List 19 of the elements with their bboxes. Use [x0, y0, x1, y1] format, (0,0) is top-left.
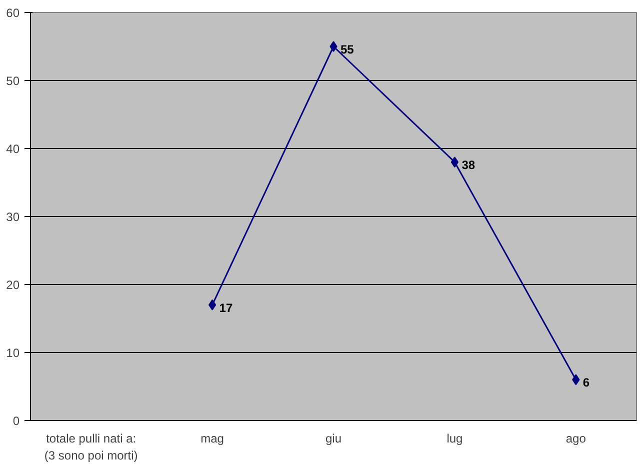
x-tick-label: lug	[446, 432, 463, 446]
point	[330, 41, 338, 52]
x-tick-label: ago	[566, 432, 586, 446]
y-tick-label: 10	[6, 346, 20, 360]
point	[208, 299, 216, 310]
y-tick-label: 60	[6, 6, 20, 20]
x-tick-label: totale pulli nati a: (3 sono poi morti)	[44, 432, 138, 462]
y-tick-label: 30	[6, 210, 20, 224]
x-tick-label: mag	[200, 432, 224, 446]
y-tick-label: 40	[6, 142, 20, 156]
point	[450, 156, 459, 168]
y-tick-label: 20	[6, 278, 20, 292]
data-label: 55	[340, 42, 354, 56]
y-tick-label: 0	[12, 414, 20, 428]
data-label: 38	[462, 158, 476, 172]
y-tick-label: 50	[6, 74, 20, 88]
x-tick-label: giu	[325, 432, 342, 446]
data-label: 17	[219, 300, 233, 315]
data-label: 6	[582, 376, 590, 390]
